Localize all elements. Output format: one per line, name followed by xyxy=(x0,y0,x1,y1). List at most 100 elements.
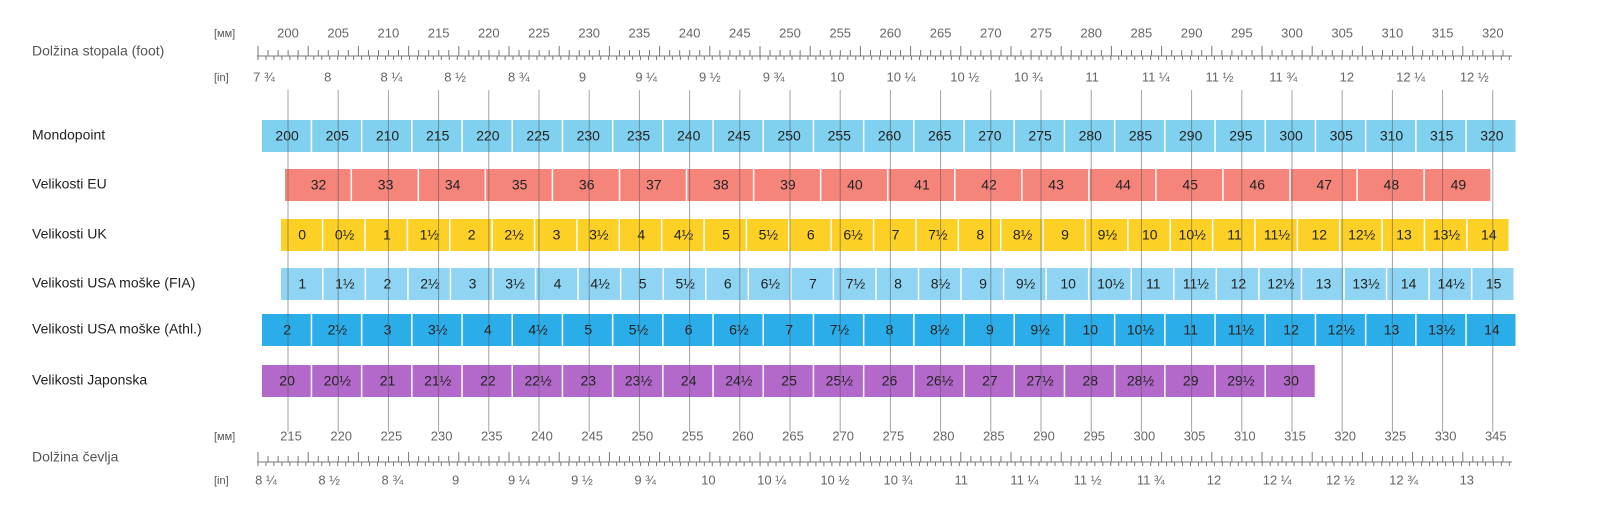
in-label: 10 ¼ xyxy=(757,472,786,487)
size-cell: 260 xyxy=(864,120,914,152)
in-label: 9 ½ xyxy=(571,472,593,487)
cell-label: 5 xyxy=(722,227,730,243)
mm-label: 320 xyxy=(1334,428,1356,443)
cell-label: 240 xyxy=(677,128,701,144)
size-cell: 250 xyxy=(764,120,813,152)
size-cell: 10½ xyxy=(1115,314,1165,346)
mm-label: 210 xyxy=(378,25,400,40)
cell-label: 3 xyxy=(384,322,392,338)
cell-label: 13½ xyxy=(1433,227,1461,243)
cell-label: 30 xyxy=(1283,373,1299,389)
cell-bg xyxy=(323,268,365,300)
cell-bg xyxy=(821,169,887,201)
cell-label: 280 xyxy=(1079,128,1103,144)
size-cell: 6 xyxy=(706,268,748,300)
size-cell: 2 xyxy=(262,314,311,346)
cell-label: 14 xyxy=(1484,322,1500,338)
size-cell: 12 xyxy=(1217,268,1259,300)
size-cell: 8½ xyxy=(919,268,961,300)
cell-bg xyxy=(613,365,663,397)
size-cell: 4 xyxy=(536,268,578,300)
mm-label: 245 xyxy=(581,428,603,443)
size-cell: 14 xyxy=(1387,268,1429,300)
in-label: 9 xyxy=(452,472,459,487)
cell-label: 2 xyxy=(468,227,476,243)
size-cell: 38 xyxy=(687,169,753,201)
cell-label: 2 xyxy=(283,322,291,338)
in-label: 12 ¼ xyxy=(1263,472,1292,487)
in-label: 10 ¾ xyxy=(884,472,913,487)
size-cell: 275 xyxy=(1015,120,1064,152)
cell-label: 25 xyxy=(781,373,797,389)
size-cell: 14½ xyxy=(1429,268,1471,300)
cell-bg xyxy=(493,268,535,300)
cell-bg xyxy=(1022,169,1089,201)
size-cell: 320 xyxy=(1466,120,1516,152)
cell-label: 3 xyxy=(553,227,561,243)
cell-label: 42 xyxy=(981,177,997,193)
mm-label: 270 xyxy=(832,428,854,443)
size-cell: 40 xyxy=(821,169,887,201)
in-label: 10 xyxy=(701,472,715,487)
cell-bg xyxy=(462,120,512,152)
ruler-label: Dolžina stopala (foot) xyxy=(32,43,164,59)
cell-label: 20½ xyxy=(324,373,352,389)
size-cell: 280 xyxy=(1065,120,1114,152)
cell-label: 23½ xyxy=(625,373,653,389)
cell-label: 0½ xyxy=(335,227,355,243)
size-cell: 41 xyxy=(888,169,954,201)
size-cell: 8½ xyxy=(1001,219,1043,251)
mm-label: 315 xyxy=(1432,25,1454,40)
cell-bg xyxy=(663,120,713,152)
mm-label: 245 xyxy=(729,25,751,40)
size-cell: 25 xyxy=(764,365,813,397)
size-cell: 12½ xyxy=(1259,268,1301,300)
cell-label: 7 xyxy=(785,322,793,338)
cell-label: 12½ xyxy=(1328,322,1356,338)
cell-bg xyxy=(687,169,753,201)
cell-bg xyxy=(1015,314,1064,346)
cell-bg xyxy=(1004,268,1046,300)
cell-label: 305 xyxy=(1330,128,1354,144)
cell-label: 5 xyxy=(584,322,592,338)
cell-bg xyxy=(1266,314,1315,346)
size-cell: 7½ xyxy=(916,219,958,251)
cell-bg xyxy=(749,268,791,300)
cell-label: 21½ xyxy=(424,373,452,389)
cell-label: 4 xyxy=(554,276,562,292)
in-label: 8 ¾ xyxy=(508,69,530,84)
cell-label: 8 xyxy=(976,227,984,243)
mm-label: 275 xyxy=(883,428,905,443)
cell-bg xyxy=(486,169,552,201)
size-cell: 7½ xyxy=(834,268,876,300)
cell-label: 5½ xyxy=(629,322,649,338)
size-cell: 32 xyxy=(285,169,351,201)
cell-bg xyxy=(1065,120,1114,152)
cell-label: 210 xyxy=(376,128,400,144)
cell-bg xyxy=(1340,219,1382,251)
cell-label: 7 xyxy=(892,227,900,243)
cell-bg xyxy=(366,268,408,300)
size-cell: 42 xyxy=(955,169,1022,201)
size-cell: 6½ xyxy=(831,219,873,251)
mm-label: 220 xyxy=(330,428,352,443)
size-cell: 24½ xyxy=(713,365,763,397)
cell-label: 3 xyxy=(469,276,477,292)
mm-label: 315 xyxy=(1284,428,1306,443)
cell-bg xyxy=(362,120,412,152)
cell-bg xyxy=(1266,120,1315,152)
size-cell: 8½ xyxy=(914,314,964,346)
mm-label: 280 xyxy=(1080,25,1102,40)
cell-label: 10½ xyxy=(1097,276,1125,292)
cell-bg xyxy=(1089,169,1156,201)
size-cell: 3 xyxy=(451,268,493,300)
size-cell: 285 xyxy=(1115,120,1165,152)
cell-bg xyxy=(914,120,964,152)
in-label: 10 ½ xyxy=(820,472,849,487)
size-cell: 2½ xyxy=(408,268,450,300)
size-cell: 2½ xyxy=(312,314,361,346)
size-cell: 9½ xyxy=(1086,219,1128,251)
cell-label: 11½ xyxy=(1183,276,1210,292)
size-cell: 7½ xyxy=(814,314,863,346)
cell-label: 9 xyxy=(1061,227,1069,243)
